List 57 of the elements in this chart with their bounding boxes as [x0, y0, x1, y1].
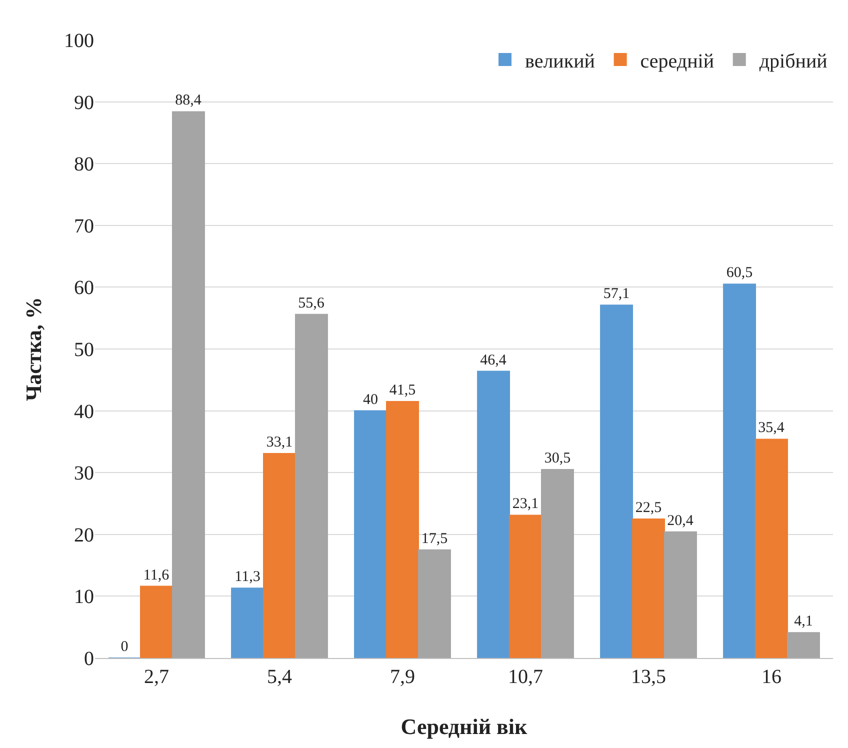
bar: [294, 314, 328, 658]
y-tick-label: 10: [74, 586, 94, 608]
y-tick-label: 80: [74, 154, 94, 176]
x-axis-title: Середній вік: [400, 714, 528, 739]
y-tick-label: 40: [74, 400, 94, 423]
bar: [263, 452, 296, 658]
bar: [477, 370, 510, 658]
data-label: 88,4: [175, 92, 202, 109]
bar: [664, 531, 697, 658]
data-label: 60,5: [726, 265, 753, 282]
data-label: 57,1: [603, 286, 630, 302]
y-tick-label: 0: [84, 648, 94, 670]
y-tick-label: 60: [74, 277, 94, 300]
x-tick-label: 10,7: [508, 666, 543, 688]
data-label: 4,1: [794, 614, 813, 630]
legend-label: великий: [525, 50, 596, 72]
data-label: 30,5: [544, 450, 571, 467]
data-label: 41,5: [389, 382, 416, 399]
bar: [140, 586, 173, 658]
data-label: 0: [120, 639, 128, 655]
x-tick-label: 16: [762, 666, 782, 688]
bar: [231, 588, 264, 658]
data-label: 40: [363, 392, 378, 408]
y-tick-label: 70: [74, 215, 94, 238]
bar: [786, 632, 820, 658]
data-label: 55,6: [298, 295, 325, 312]
y-tick-label: 50: [74, 339, 94, 361]
bar: [172, 111, 205, 658]
x-tick-label: 2,7: [144, 666, 169, 688]
data-label: 46,4: [480, 352, 507, 368]
bar: [509, 514, 542, 658]
legend-label: дрібний: [759, 50, 828, 72]
y-tick-label: 100: [64, 30, 94, 52]
data-label: 35,4: [758, 420, 785, 436]
legend-label: середній: [640, 50, 714, 72]
data-label: 33,1: [266, 434, 293, 450]
data-label: 22,5: [635, 500, 662, 516]
data-label: 20,4: [667, 512, 694, 529]
data-label: 17,5: [421, 530, 448, 547]
bar: [755, 438, 788, 658]
bar: [418, 549, 451, 658]
data-label: 23,1: [512, 496, 539, 512]
bar: [354, 410, 388, 658]
x-tick-label: 13,5: [631, 666, 666, 688]
bar: [723, 284, 756, 658]
bar: [386, 401, 419, 658]
data-label: 11,6: [143, 567, 170, 584]
x-tick-label: 5,4: [267, 666, 292, 688]
bar: [540, 469, 574, 658]
bar: [600, 304, 634, 658]
bar: [632, 518, 665, 658]
y-tick-label: 90: [74, 92, 94, 114]
x-tick-label: 7,9: [390, 666, 415, 688]
y-tick-label: 20: [74, 524, 94, 546]
y-axis-title: Частка, %: [21, 296, 46, 402]
y-tick-label: 30: [74, 462, 94, 485]
data-label: 11,3: [234, 569, 260, 586]
